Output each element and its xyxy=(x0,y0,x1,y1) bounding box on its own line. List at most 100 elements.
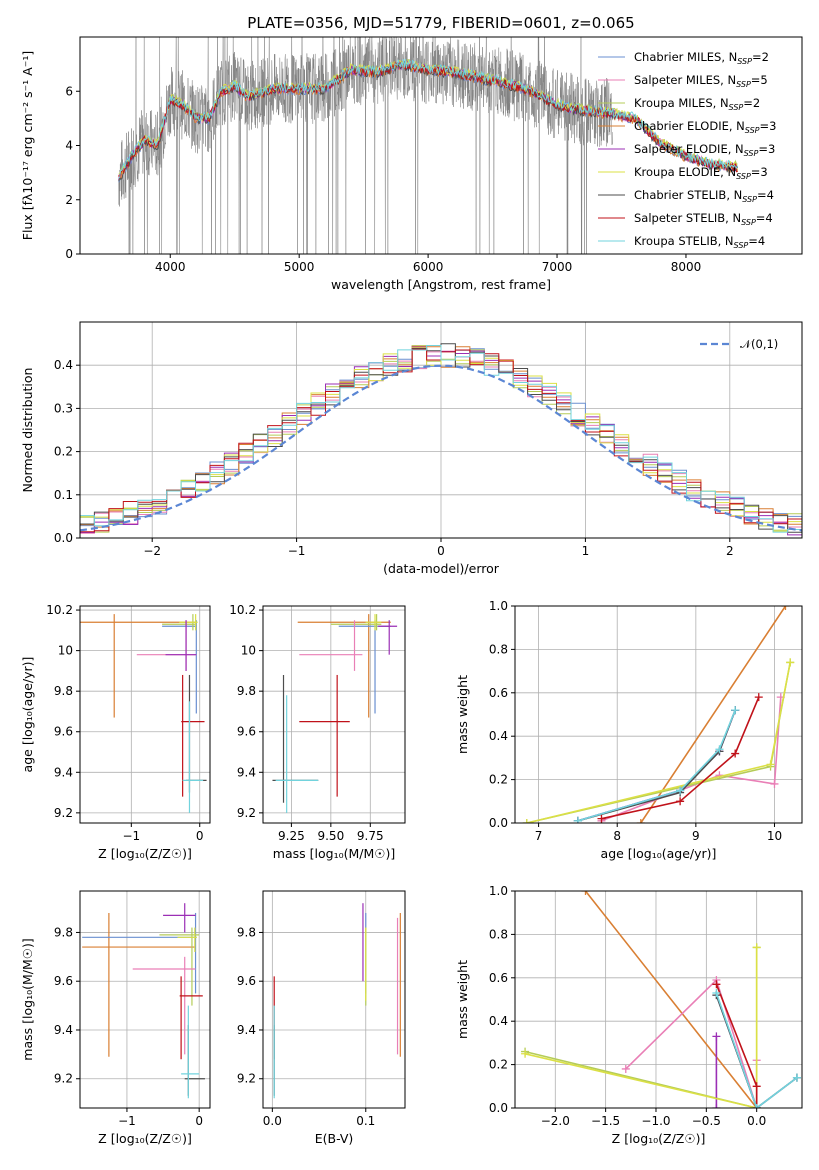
series-marker xyxy=(792,1073,801,1082)
x-tick-label: 8000 xyxy=(671,260,702,274)
mass-weight-series-9 xyxy=(573,706,740,823)
series-line xyxy=(577,709,736,822)
plot-area xyxy=(521,891,801,1108)
mass-weight-series-1 xyxy=(581,891,761,1108)
y-tick-label: 4 xyxy=(65,139,73,153)
gridlines xyxy=(515,890,802,1109)
y-axis-label: age [log₁₀(age/yr)] xyxy=(20,657,35,773)
mass-weight-series-5 xyxy=(712,1032,721,1108)
mass-weight-series-4 xyxy=(521,943,761,1108)
series-marker xyxy=(636,819,645,823)
panel-mass-vs-Z: −1 0 9.2 9.4 9.6 9.8 Z [log₁₀(Z/Z☉)] mass [log₁… xyxy=(20,890,211,1146)
axes-frame xyxy=(262,605,406,824)
y-tick-label: 0.3 xyxy=(54,401,73,415)
y-tick-label: 9.4 xyxy=(237,765,256,779)
series-marker xyxy=(676,797,685,806)
series-marker xyxy=(597,814,606,823)
x-tick-label: −0.5 xyxy=(692,1114,721,1128)
x-tick-label: 9.50 xyxy=(317,829,344,843)
series-marker xyxy=(712,1032,721,1041)
legend-label: Chabrier STELIB, NSSP=4 xyxy=(634,188,774,204)
panel-mass-vs-EBV: 0.0 0.1 9.2 9.4 9.6 9.8 E(B-V) xyxy=(237,890,406,1146)
series-line xyxy=(577,709,736,822)
y-axis-label: mass weight xyxy=(455,675,470,754)
series-marker xyxy=(752,1104,761,1108)
page-title: PLATE=0356, MJD=51779, FIBERID=0601, z=0… xyxy=(247,14,634,32)
panel-mass-weight-vs-Z: −2.0 −1.5 −1.0 −0.5 0.0 0.0 0.2 0.4 0.6 0.8 1.0 Z [… xyxy=(455,884,803,1146)
series-marker xyxy=(786,658,795,667)
panel-residuals: −2 −1 0 1 2 0.0 0.1 0.2 0.3 0.4 (data-model)/error… xyxy=(20,321,803,576)
series-line xyxy=(601,697,782,822)
axes-frame xyxy=(514,605,803,824)
y-tick-label: 1.0 xyxy=(489,599,508,613)
series-marker xyxy=(676,786,685,795)
legend-label: Kroupa ELODIE, NSSP=3 xyxy=(634,165,768,181)
legend-label: Chabrier MILES, NSSP=2 xyxy=(634,50,769,66)
gridlines xyxy=(263,606,405,823)
observed-spectrum xyxy=(118,37,613,254)
axes-frame xyxy=(514,890,803,1109)
series-line xyxy=(625,978,758,1108)
y-tick-label: 0.1 xyxy=(54,488,73,502)
panel-mass-weight-vs-age: 7 8 9 10 0.0 0.2 0.4 0.6 0.8 1.0 age [log₁₀(age/yr… xyxy=(455,599,803,861)
x-tick-label: 7000 xyxy=(542,260,573,274)
y-axis-label: mass weight xyxy=(455,960,470,1039)
y-tick-label: 10.2 xyxy=(229,603,256,617)
errorbar-point-2 xyxy=(82,912,197,994)
errorbar-point-2 xyxy=(162,620,197,714)
errorbar-point-7 xyxy=(299,674,350,797)
x-axis-label: wavelength [Angstrom, rest frame] xyxy=(331,277,551,292)
errorbar-point-1 xyxy=(80,614,197,718)
y-tick-label: 0.4 xyxy=(489,729,508,743)
gridlines xyxy=(515,605,802,824)
y-tick-label: 9.8 xyxy=(237,684,256,698)
series-marker xyxy=(715,745,724,754)
errorbar-point-2 xyxy=(338,620,391,714)
x-tick-label: −2.0 xyxy=(541,1114,570,1128)
x-tick-label: 10 xyxy=(767,829,782,843)
y-tick-label: 0.4 xyxy=(489,1014,508,1028)
errorbar-point-4 xyxy=(365,614,382,631)
errorbar-point-7 xyxy=(181,674,205,797)
legend-label: Salpeter MILES, NSSP=5 xyxy=(634,73,768,89)
x-tick-label: 7 xyxy=(535,829,543,843)
errorbar-point-5 xyxy=(299,620,363,671)
x-tick-label: 1 xyxy=(582,544,590,558)
x-tick-label: 6000 xyxy=(413,260,444,274)
y-tick-label: 0.6 xyxy=(489,971,508,985)
errorbar-point-9 xyxy=(181,1005,200,1099)
series-marker xyxy=(621,1064,630,1073)
y-tick-label: 0 xyxy=(65,247,73,261)
y-tick-label: 2 xyxy=(65,193,73,207)
gridlines xyxy=(80,606,210,823)
x-axis-label: Z [log₁₀(Z/Z☉)] xyxy=(98,846,192,861)
y-tick-label: 9.6 xyxy=(237,974,256,988)
x-tick-label: −1.0 xyxy=(641,1114,670,1128)
legend-label: Salpeter ELODIE, NSSP=3 xyxy=(634,142,775,158)
series-marker xyxy=(754,693,763,702)
y-tick-label: 9.2 xyxy=(54,1072,73,1086)
y-tick-label: 0.0 xyxy=(489,816,508,830)
series-marker xyxy=(521,1049,530,1058)
series-marker xyxy=(522,819,531,823)
series-line xyxy=(577,709,736,822)
series-line xyxy=(640,606,787,823)
y-tick-label: 9.2 xyxy=(54,806,73,820)
model-spectrum-9 xyxy=(118,58,738,179)
x-axis-label: mass [log₁₀(M/M☉)] xyxy=(273,846,395,861)
series-line xyxy=(601,696,760,820)
x-axis-label: Z [log₁₀(Z/Z☉)] xyxy=(98,1131,192,1146)
y-tick-label: 9.6 xyxy=(237,725,256,739)
x-tick-label: 0 xyxy=(196,829,204,843)
x-tick-label: 9.25 xyxy=(278,829,305,843)
x-tick-label: −1 xyxy=(288,544,306,558)
axes-frame xyxy=(79,890,211,1109)
errorbar-point-4 xyxy=(177,927,197,952)
mass-weight-series-4 xyxy=(522,658,795,823)
y-tick-label: 0.4 xyxy=(54,358,73,372)
y-tick-label: 9.8 xyxy=(54,684,73,698)
axes-frame xyxy=(79,321,803,539)
model-spectrum-8 xyxy=(118,60,738,179)
x-tick-label: 9.75 xyxy=(357,829,384,843)
